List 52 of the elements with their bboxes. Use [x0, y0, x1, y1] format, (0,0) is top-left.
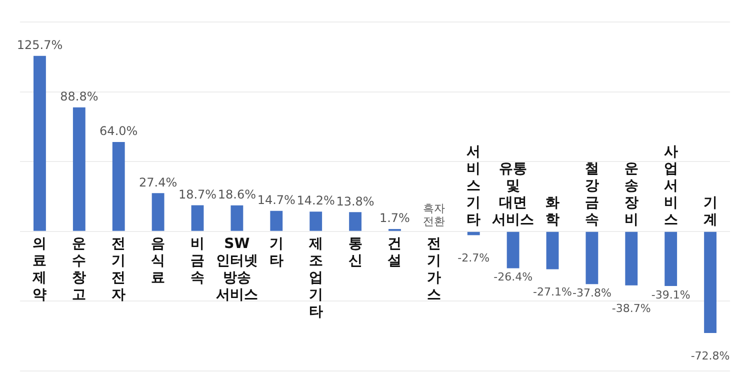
bar — [546, 232, 559, 270]
data-label: 13.8% — [336, 194, 374, 208]
x-tick-label: SW 인터넷 방송 서비스 — [216, 236, 258, 304]
data-label: -26.4% — [494, 270, 533, 284]
data-label: 27.4% — [138, 175, 178, 190]
bar — [112, 142, 125, 231]
data-label: 14.7% — [257, 193, 296, 208]
x-tick-label: 전 기 전 자 — [112, 236, 126, 304]
bar — [704, 232, 716, 334]
bar — [349, 212, 362, 231]
data-label: -27.1% — [533, 286, 572, 299]
data-label: -2.7% — [458, 252, 490, 265]
bar — [586, 232, 598, 284]
data-label: 14.2% — [296, 194, 335, 208]
data-label: -37.8% — [572, 286, 612, 300]
bar — [625, 232, 638, 286]
data-label: 125.7% — [16, 38, 63, 52]
data-label: 18.7% — [178, 187, 217, 202]
x-tick-label: 전 기 가 스 — [427, 236, 442, 304]
x-tick-label: 화 학 — [546, 195, 560, 228]
x-tick-label: 건 설 — [388, 236, 402, 270]
data-label: -38.7% — [612, 302, 651, 315]
text: 흑자 전환 — [423, 202, 446, 228]
x-tick-label: 통 신 — [348, 236, 362, 270]
x-tick-label: 유통 및 대면 서비스 — [492, 161, 534, 228]
bar — [72, 107, 86, 231]
data-label: 88.8% — [60, 90, 98, 104]
bar — [152, 193, 164, 231]
x-tick-label: 기 계 — [703, 195, 718, 228]
data-label: 64.0% — [100, 124, 138, 138]
x-tick-label: 철 강 금 속 — [584, 161, 599, 228]
data-label: 1.7% — [379, 211, 410, 226]
x-tick-label: 비 금 속 — [190, 236, 204, 286]
x-tick-label: 음 식 료 — [151, 236, 166, 286]
data-label: -72.8% — [690, 349, 730, 362]
bar — [270, 210, 283, 231]
bar — [664, 232, 678, 286]
x-tick-label: 운 수 창 고 — [72, 236, 86, 304]
bar — [467, 232, 480, 236]
x-tick-label: 운 송 장 비 — [624, 161, 638, 228]
bar — [506, 232, 520, 268]
x-tick-label: 기 타 — [269, 236, 284, 270]
bar — [230, 205, 244, 231]
bar — [34, 56, 46, 231]
x-tick-label: 서 비 스 기 타 — [466, 144, 481, 228]
bar — [310, 212, 322, 231]
x-tick-label: 의 료 제 약 — [32, 236, 47, 304]
x-tick-label: 사 업 서 비 스 — [664, 144, 678, 228]
data-label: -39.1% — [651, 288, 690, 302]
x-tick-label: 제 조 업 기 타 — [308, 236, 323, 320]
data-label: 18.6% — [218, 188, 256, 202]
bar — [191, 205, 204, 231]
